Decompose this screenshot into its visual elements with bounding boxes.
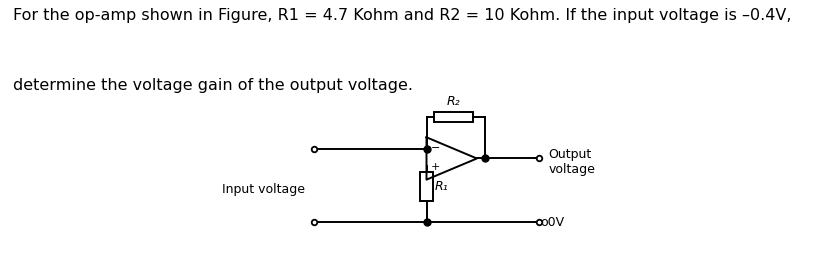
Text: +: + (430, 162, 440, 172)
Text: o0V: o0V (540, 215, 565, 229)
Text: R₁: R₁ (435, 180, 449, 193)
Text: Input voltage: Input voltage (221, 183, 305, 196)
Text: R₂: R₂ (447, 95, 461, 108)
Text: Output
voltage: Output voltage (548, 148, 595, 176)
FancyBboxPatch shape (420, 172, 433, 201)
FancyBboxPatch shape (435, 111, 473, 121)
Text: −: − (430, 143, 440, 153)
Text: determine the voltage gain of the output voltage.: determine the voltage gain of the output… (13, 78, 413, 93)
Text: For the op-amp shown in Figure, R1 = 4.7 Kohm and R2 = 10 Kohm. If the input vol: For the op-amp shown in Figure, R1 = 4.7… (13, 8, 791, 23)
